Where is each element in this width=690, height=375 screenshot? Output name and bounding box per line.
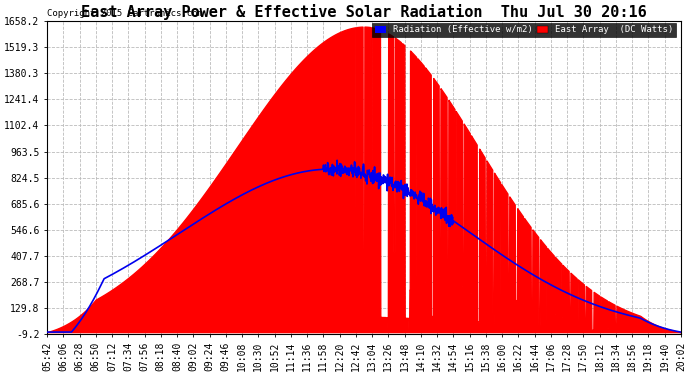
Legend: Radiation (Effective w/m2), East Array  (DC Watts): Radiation (Effective w/m2), East Array (… [373, 23, 676, 37]
Text: Copyright 2015 Cartronics.com: Copyright 2015 Cartronics.com [47, 9, 203, 18]
Title: East Array Power & Effective Solar Radiation  Thu Jul 30 20:16: East Array Power & Effective Solar Radia… [81, 4, 647, 20]
